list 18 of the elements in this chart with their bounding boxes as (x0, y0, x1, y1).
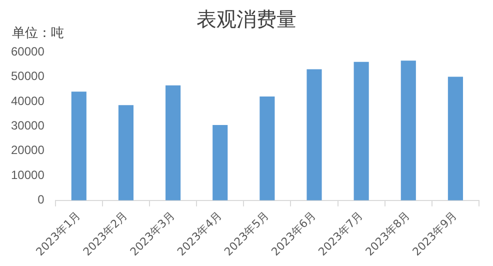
y-tick-label: 30000 (10, 118, 45, 132)
bar (71, 92, 86, 200)
y-tick-label: 0 (38, 192, 45, 207)
bar (306, 69, 322, 200)
bar (448, 76, 463, 200)
chart-title: 表观消费量 (196, 9, 296, 31)
y-axis-title: 单位：吨 (12, 25, 64, 42)
y-tick-label: 10000 (10, 168, 45, 182)
bar (212, 124, 228, 200)
y-tick-label: 40000 (10, 94, 45, 108)
bar (166, 85, 181, 200)
y-tick-label: 20000 (10, 143, 45, 158)
bar (400, 60, 416, 200)
bar (354, 62, 369, 200)
y-tick-label: 60000 (10, 44, 45, 58)
bar (260, 96, 275, 200)
y-tick-label: 50000 (10, 69, 45, 84)
bar (118, 105, 134, 200)
